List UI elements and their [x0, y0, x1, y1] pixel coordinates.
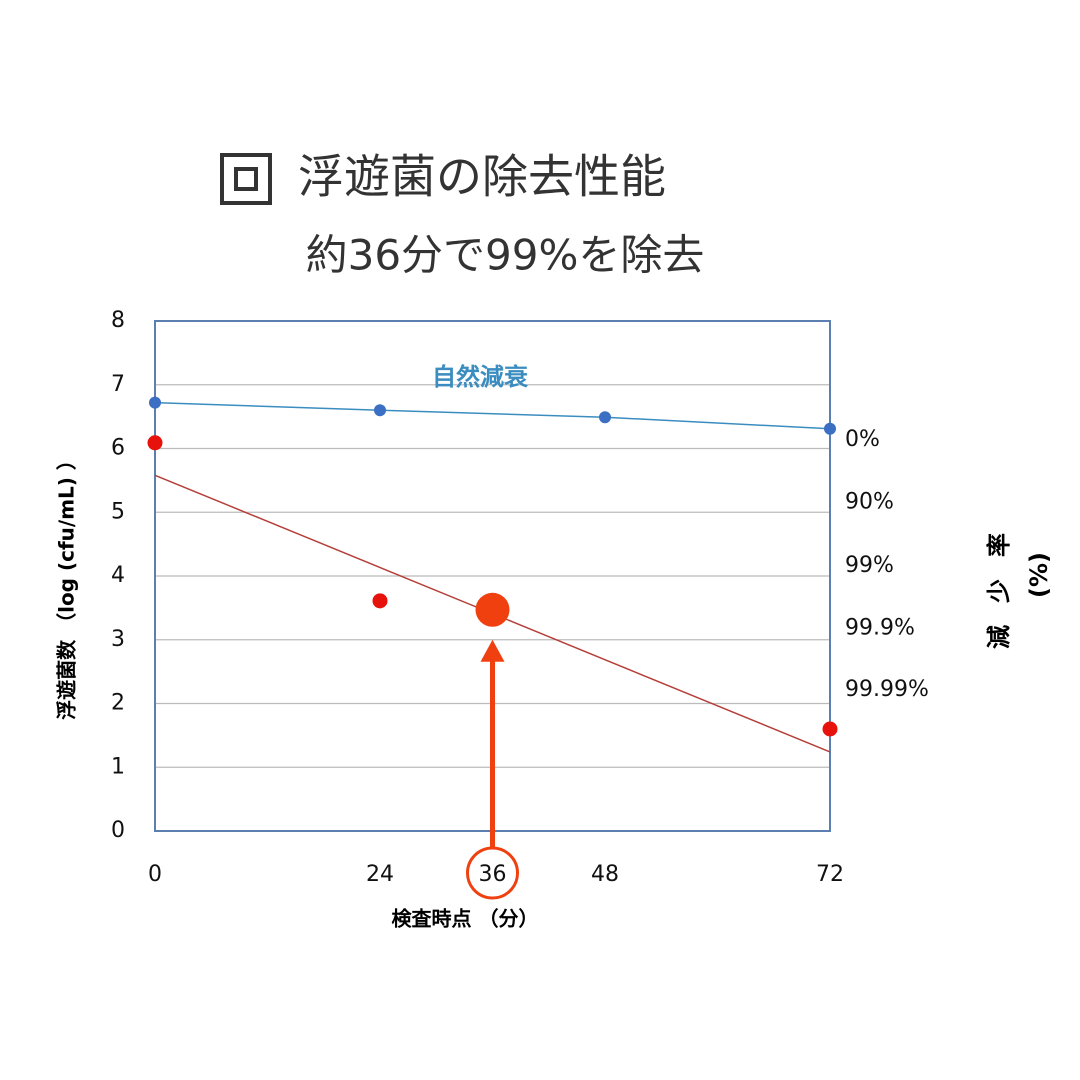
title-icon [220, 153, 272, 205]
highlight-ring [466, 846, 519, 900]
y2-tick-label: 99.9% [845, 615, 915, 640]
x-tick-label: 48 [591, 862, 619, 887]
y-tick-label: 7 [111, 372, 125, 397]
y-tick-label: 0 [111, 818, 125, 843]
x-axis-label: 検査時点 （分） [392, 907, 539, 931]
title-icon-inner [234, 167, 258, 191]
y2-tick-label: 0% [845, 427, 880, 452]
y-tick-label: 6 [111, 436, 125, 461]
x-tick-label: 24 [366, 862, 394, 887]
y-axis-label: 浮遊菌数 （log (cfu/mL) ） [55, 450, 79, 720]
point [372, 593, 388, 609]
y-tick-label: 3 [111, 627, 125, 652]
y2-tick-label: 99% [845, 553, 894, 578]
x-tick-label: 72 [816, 862, 844, 887]
y2-axis-label: 減少率 [985, 511, 1013, 649]
series-label: 自然減衰 [432, 363, 529, 391]
point [822, 721, 838, 737]
y2-axis-label: (%) [1025, 552, 1053, 598]
y2-tick-label: 99.99% [845, 677, 929, 702]
arrow-head [480, 639, 505, 662]
series-line [154, 401, 831, 430]
y2-tick-label: 90% [845, 490, 894, 515]
x-tick-label: 0 [148, 862, 162, 887]
point [599, 411, 611, 424]
chart-title: 浮遊菌の除去性能 [298, 150, 666, 204]
y-tick-label: 4 [111, 563, 125, 588]
chart-subtitle: 約36分で99%を除去 [306, 231, 705, 280]
point [149, 396, 161, 409]
y-tick-label: 5 [111, 499, 125, 524]
y-tick-label: 1 [111, 754, 125, 779]
y-tick-label: 2 [111, 691, 125, 716]
point [824, 422, 836, 435]
point [374, 404, 386, 417]
y-tick-label: 8 [111, 308, 125, 333]
highlight-point [475, 592, 510, 627]
highlight-label: 36 [479, 862, 507, 887]
point [147, 435, 163, 451]
